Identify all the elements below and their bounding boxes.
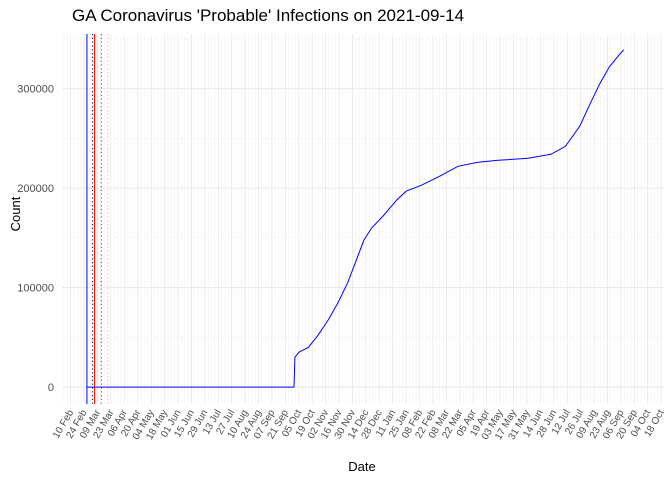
- y-tick-label: 200000: [17, 183, 54, 195]
- grid-layer: [62, 34, 664, 404]
- chart-title: GA Coronavirus 'Probable' Infections on …: [72, 6, 465, 25]
- y-axis-ticks: 0 100000 200000 300000: [17, 84, 54, 394]
- series-line: [86, 49, 625, 388]
- y-axis-title: Count: [8, 196, 23, 231]
- x-axis-title: Date: [348, 459, 375, 474]
- series-layer: [86, 49, 625, 388]
- y-tick-label: 300000: [17, 84, 54, 96]
- vertical-markers: [86, 34, 109, 404]
- y-tick-label: 100000: [17, 283, 54, 295]
- y-tick-label: 0: [48, 382, 54, 394]
